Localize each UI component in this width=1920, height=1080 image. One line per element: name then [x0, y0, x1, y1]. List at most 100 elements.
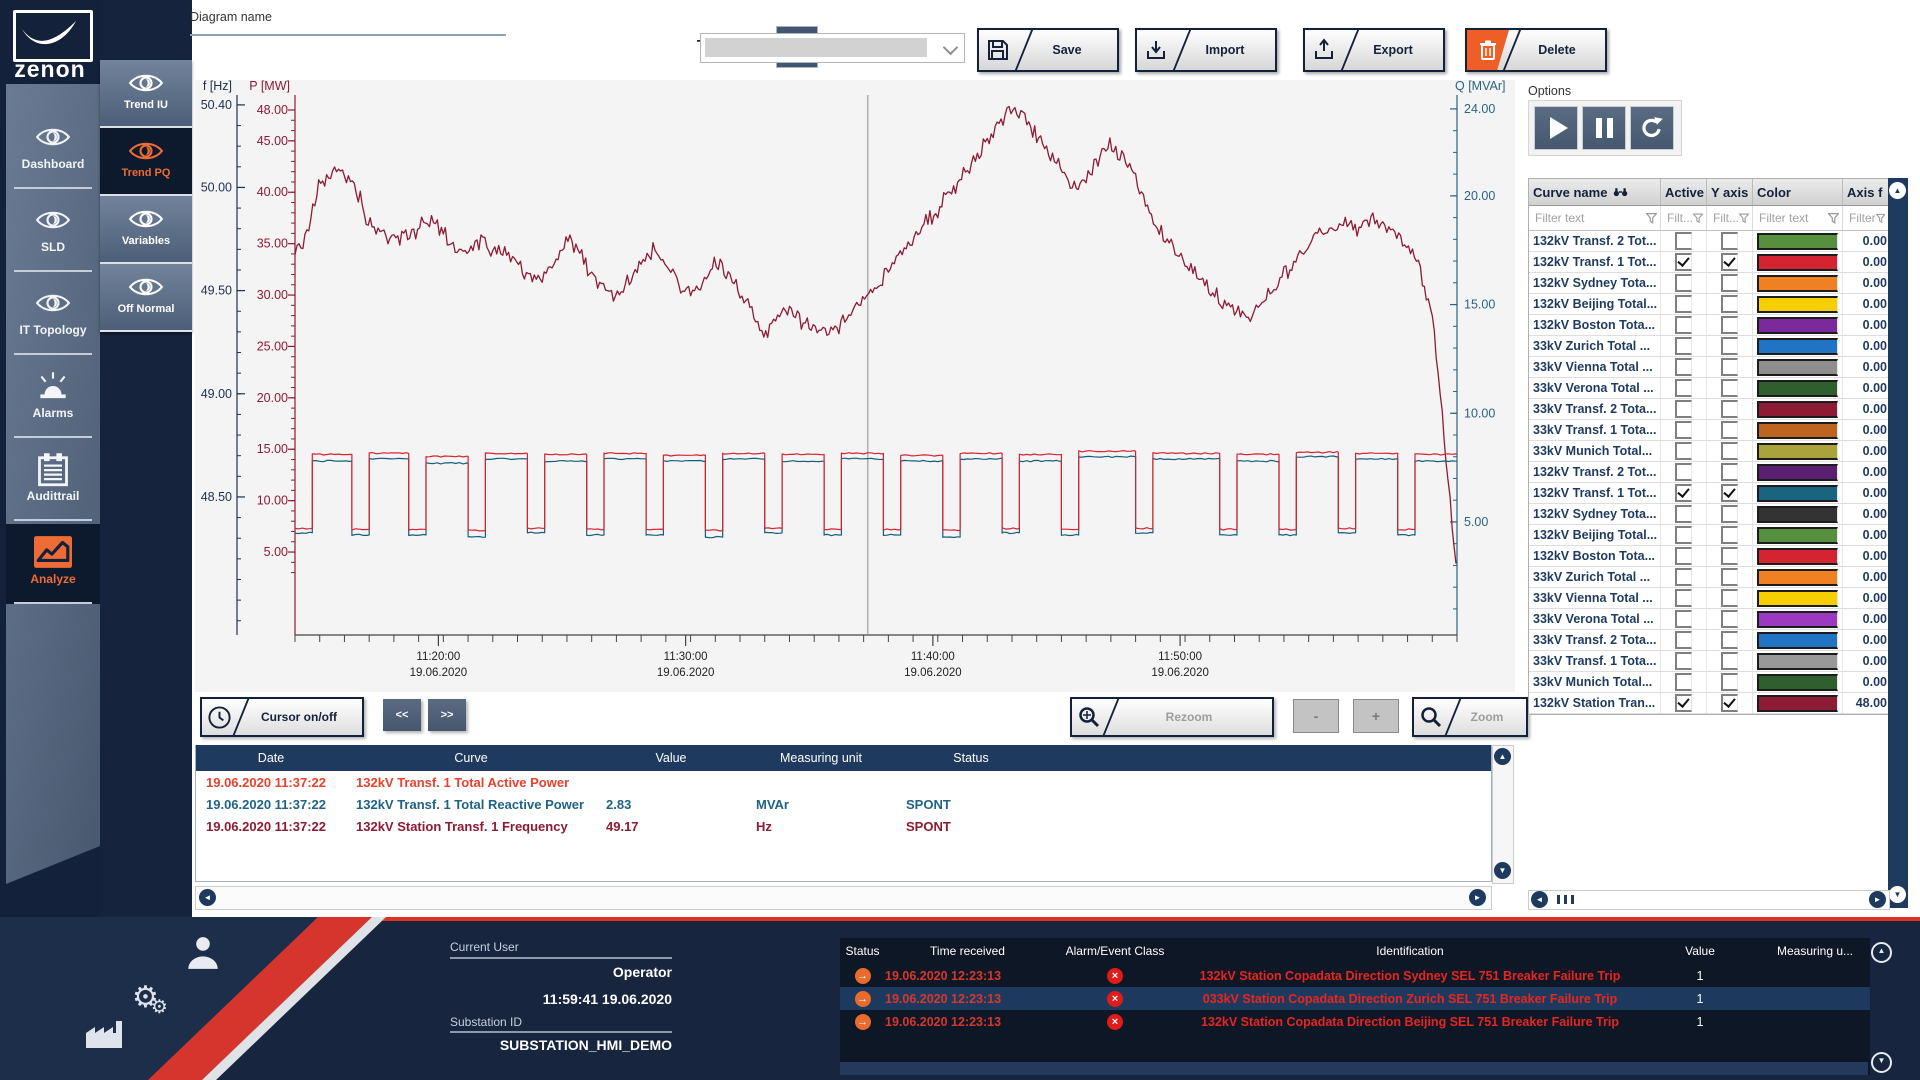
curve-row[interactable]: 132kV Boston Tota... 0.00 [1529, 546, 1889, 567]
curve-row[interactable]: 33kV Transf. 2 Tota... 0.00 [1529, 630, 1889, 651]
curve-row[interactable]: 132kV Station Tran... 48.00 [1529, 693, 1889, 714]
refresh-button[interactable] [1630, 106, 1674, 150]
scroll-down-icon[interactable]: ▼ [1494, 862, 1511, 879]
active-checkbox[interactable] [1675, 379, 1692, 397]
yaxis-checkbox[interactable] [1721, 463, 1738, 481]
curve-row[interactable]: 33kV Vienna Total ... 0.00 [1529, 357, 1889, 378]
curve-row[interactable]: 33kV Munich Total... 0.00 [1529, 672, 1889, 693]
sidebar-item-dashboard[interactable]: Dashboard [6, 109, 100, 189]
curve-table-vertical-scrollbar[interactable]: ▲ ▼ [1888, 178, 1908, 908]
curve-row[interactable]: 132kV Sydney Tota... 0.00 [1529, 273, 1889, 294]
curve-color-swatch[interactable] [1757, 484, 1838, 502]
yaxis-checkbox[interactable] [1721, 379, 1738, 397]
scrollbar-grip[interactable] [1557, 895, 1574, 904]
scroll-right-icon[interactable]: ► [1869, 891, 1886, 908]
yaxis-checkbox[interactable] [1721, 631, 1738, 649]
alarm-table-vertical-scrollbar[interactable]: ▲ ▼ [1868, 938, 1892, 1075]
zoom-in-button[interactable]: + [1353, 699, 1399, 733]
curve-color-swatch[interactable] [1757, 568, 1838, 586]
scroll-up-icon[interactable]: ▲ [1871, 942, 1892, 963]
active-checkbox[interactable] [1675, 652, 1692, 670]
subnav-item-variables[interactable]: Variables [100, 196, 192, 264]
yaxis-checkbox[interactable] [1721, 547, 1738, 565]
active-checkbox[interactable] [1675, 589, 1692, 607]
save-button[interactable]: Save [977, 28, 1119, 72]
curve-color-swatch[interactable] [1757, 253, 1838, 271]
zoom-out-button[interactable]: - [1293, 699, 1339, 733]
active-checkbox[interactable] [1675, 337, 1692, 355]
subnav-item-off-normal[interactable]: Off Normal [100, 264, 192, 332]
cursor-value-row[interactable]: 19.06.2020 11:37:22 132kV Transf. 1 Total… [196, 771, 1491, 793]
curve-color-swatch[interactable] [1757, 295, 1838, 313]
active-checkbox[interactable] [1675, 316, 1692, 334]
active-checkbox[interactable] [1675, 547, 1692, 565]
curve-row[interactable]: 33kV Verona Total ... 0.00 [1529, 378, 1889, 399]
curve-row[interactable]: 132kV Transf. 2 Tot... 0.00 [1529, 462, 1889, 483]
alarm-row[interactable]: → 19.06.2020 12:23:13 × 132kV Station Copad… [840, 1010, 1870, 1033]
yaxis-checkbox[interactable] [1721, 568, 1738, 586]
curve-filter-input[interactable]: Filter text [1753, 206, 1843, 230]
yaxis-checkbox[interactable] [1721, 694, 1738, 712]
active-checkbox[interactable] [1675, 631, 1692, 649]
curve-color-swatch[interactable] [1757, 400, 1838, 418]
curve-filter-input[interactable]: Filter [1843, 206, 1889, 230]
alarm-table-horizontal-scrollbar[interactable] [840, 1062, 1868, 1075]
cursor-table-vertical-scrollbar[interactable]: ▲ ▼ [1492, 745, 1514, 884]
curve-table-column-curve-name[interactable]: Curve name [1529, 179, 1661, 205]
curve-color-swatch[interactable] [1757, 379, 1838, 397]
curve-color-swatch[interactable] [1757, 673, 1838, 691]
yaxis-checkbox[interactable] [1721, 589, 1738, 607]
curve-color-swatch[interactable] [1757, 358, 1838, 376]
curve-color-swatch[interactable] [1757, 631, 1838, 649]
zoom-button[interactable]: Zoom [1412, 697, 1528, 737]
rezoom-button[interactable]: Rezoom [1070, 697, 1274, 737]
curve-row[interactable]: 33kV Zurich Total ... 0.00 [1529, 336, 1889, 357]
curve-row[interactable]: 132kV Beijing Total... 0.00 [1529, 525, 1889, 546]
yaxis-checkbox[interactable] [1721, 337, 1738, 355]
curve-table-column-y-axis[interactable]: Y axis [1707, 179, 1753, 205]
active-checkbox[interactable] [1675, 253, 1692, 271]
curve-row[interactable]: 132kV Transf. 2 Tot... 0.00 [1529, 231, 1889, 252]
yaxis-checkbox[interactable] [1721, 526, 1738, 544]
delete-button[interactable]: Delete [1465, 28, 1607, 72]
curve-color-swatch[interactable] [1757, 526, 1838, 544]
yaxis-checkbox[interactable] [1721, 484, 1738, 502]
yaxis-checkbox[interactable] [1721, 274, 1738, 292]
scroll-right-icon[interactable]: ► [1469, 889, 1486, 906]
scroll-down-icon[interactable]: ▼ [1871, 1052, 1892, 1073]
step-forward-button[interactable]: >> [428, 699, 466, 731]
cursor-table-horizontal-scrollbar[interactable]: ◄ ► [195, 886, 1492, 910]
diagram-dropdown[interactable] [700, 33, 965, 63]
yaxis-checkbox[interactable] [1721, 442, 1738, 460]
yaxis-checkbox[interactable] [1721, 505, 1738, 523]
curve-row[interactable]: 33kV Zurich Total ... 0.00 [1529, 567, 1889, 588]
curve-table-column-active[interactable]: Active [1661, 179, 1707, 205]
curve-color-swatch[interactable] [1757, 421, 1838, 439]
curve-row[interactable]: 33kV Verona Total ... 0.00 [1529, 609, 1889, 630]
active-checkbox[interactable] [1675, 505, 1692, 523]
yaxis-checkbox[interactable] [1721, 421, 1738, 439]
yaxis-checkbox[interactable] [1721, 610, 1738, 628]
cursor-onoff-button[interactable]: Cursor on/off [200, 697, 364, 737]
active-checkbox[interactable] [1675, 673, 1692, 691]
curve-color-swatch[interactable] [1757, 463, 1838, 481]
active-checkbox[interactable] [1675, 610, 1692, 628]
sidebar-item-analyze[interactable]: Analyze [6, 524, 100, 604]
curve-color-swatch[interactable] [1757, 316, 1838, 334]
sidebar-item-alarms[interactable]: Alarms [6, 358, 100, 438]
scroll-left-icon[interactable]: ◄ [199, 889, 216, 906]
curve-row[interactable]: 33kV Transf. 1 Tota... 0.00 [1529, 420, 1889, 441]
active-checkbox[interactable] [1675, 463, 1692, 481]
curve-color-swatch[interactable] [1757, 694, 1838, 712]
alarm-row[interactable]: → 19.06.2020 12:23:13 × 132kV Station Copad… [840, 964, 1870, 987]
curve-row[interactable]: 33kV Vienna Total ... 0.00 [1529, 588, 1889, 609]
active-checkbox[interactable] [1675, 232, 1692, 250]
sidebar-item-audittrail[interactable]: Audittrail [6, 441, 100, 521]
cursor-value-row[interactable]: 19.06.2020 11:37:22 132kV Station Transf.… [196, 815, 1491, 837]
curve-color-swatch[interactable] [1757, 589, 1838, 607]
active-checkbox[interactable] [1675, 421, 1692, 439]
yaxis-checkbox[interactable] [1721, 295, 1738, 313]
sidebar-item-it-topology[interactable]: IT Topology [6, 275, 100, 355]
curve-table-column-color[interactable]: Color [1753, 179, 1843, 205]
curve-row[interactable]: 132kV Transf. 1 Tot... 0.00 [1529, 483, 1889, 504]
